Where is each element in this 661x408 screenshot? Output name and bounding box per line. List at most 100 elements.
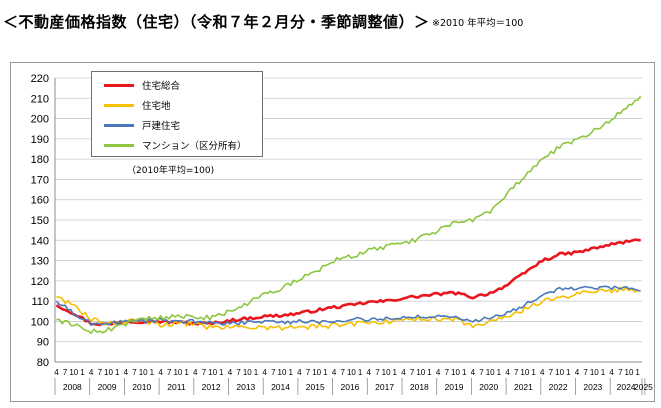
year-label-2016: 2016 <box>340 382 359 392</box>
x-month-tick-label: 4 <box>89 368 94 377</box>
x-month-tick-label: 1 <box>462 368 467 377</box>
x-month-tick-label: 1 <box>150 368 155 377</box>
y-tick-label-120: 120 <box>31 276 49 288</box>
x-month-tick-label: 10 <box>243 368 252 377</box>
x-month-tick-label: 4 <box>297 368 302 377</box>
x-month-tick-label: 10 <box>139 368 148 377</box>
x-month-tick-label: 4 <box>228 368 233 377</box>
y-tick-label-110: 110 <box>31 296 49 308</box>
x-month-tick-label: 4 <box>367 368 372 377</box>
x-month-tick-label: 4 <box>401 368 406 377</box>
x-month-tick-label: 4 <box>540 368 545 377</box>
y-tick-label-100: 100 <box>31 316 49 328</box>
x-month-tick-label: 7 <box>132 368 137 377</box>
legend-swatch-house <box>104 123 134 127</box>
legend-swatch-total <box>104 83 134 87</box>
x-month-tick-label: 10 <box>590 368 599 377</box>
x-month-tick-label: 1 <box>219 368 224 377</box>
x-month-tick-label: 1 <box>427 368 432 377</box>
chart-base-note: （2010年平均=100) <box>127 166 215 176</box>
y-tick-label-190: 190 <box>31 134 49 146</box>
year-label-2015: 2015 <box>306 382 325 392</box>
x-month-tick-label: 7 <box>583 368 588 377</box>
legend-label-land: 住宅地 <box>142 101 171 112</box>
year-label-2013: 2013 <box>236 382 255 392</box>
y-tick-label-170: 170 <box>31 174 49 186</box>
x-month-tick-label: 1 <box>254 368 259 377</box>
legend-label-total: 住宅総合 <box>142 81 181 92</box>
year-label-2023: 2023 <box>583 382 602 392</box>
x-month-tick-label: 7 <box>202 368 207 377</box>
x-month-tick-label: 10 <box>382 368 391 377</box>
axes: 8090100110120130140150160170180190200210… <box>31 73 653 395</box>
x-month-tick-label: 1 <box>393 368 398 377</box>
legend-label-condo: マンション（区分所有） <box>142 141 247 152</box>
legend-label-house: 戸建住宅 <box>142 121 181 132</box>
y-tick-label-90: 90 <box>37 337 49 349</box>
y-tick-label-160: 160 <box>31 195 49 207</box>
x-month-tick-label: 7 <box>167 368 172 377</box>
x-month-tick-label: 10 <box>347 368 356 377</box>
year-label-2014: 2014 <box>271 382 290 392</box>
x-month-tick-label: 4 <box>609 368 614 377</box>
x-month-tick-label: 4 <box>505 368 510 377</box>
legend-item-house: 戸建住宅 <box>104 118 180 132</box>
x-month-tick-label: 4 <box>54 368 59 377</box>
x-month-tick-label: 4 <box>158 368 163 377</box>
year-label-2008: 2008 <box>63 382 82 392</box>
page-title: ＜不動産価格指数（住宅）（令和７年２月分・季節調整値）＞ <box>3 13 430 31</box>
x-month-tick-label: 4 <box>124 368 129 377</box>
legend: 住宅総合 住宅地 戸建住宅 マンション（区分所有） <box>91 71 263 157</box>
year-label-2024: 2024 <box>617 382 636 392</box>
x-month-tick-label: 10 <box>625 368 634 377</box>
legend-item-total: 住宅総合 <box>104 78 180 92</box>
year-label-2022: 2022 <box>549 382 568 392</box>
x-month-tick-label: 10 <box>555 368 564 377</box>
chart-frame <box>10 62 655 402</box>
y-tick-label-180: 180 <box>31 154 49 166</box>
x-month-tick-label: 4 <box>262 368 267 377</box>
x-month-tick-label: 7 <box>514 368 519 377</box>
x-month-tick-label: 7 <box>98 368 103 377</box>
x-month-tick-label: 10 <box>69 368 78 377</box>
x-month-tick-label: 1 <box>497 368 502 377</box>
x-month-tick-label: 10 <box>278 368 287 377</box>
y-tick-label-140: 140 <box>31 235 49 247</box>
year-label-2017: 2017 <box>375 382 394 392</box>
x-month-tick-label: 7 <box>410 368 415 377</box>
y-tick-label-150: 150 <box>31 215 49 227</box>
x-month-tick-label: 1 <box>115 368 120 377</box>
x-month-tick-label: 4 <box>332 368 337 377</box>
x-month-tick-label: 1 <box>288 368 293 377</box>
x-month-tick-label: 4 <box>436 368 441 377</box>
y-tick-label-220: 220 <box>31 73 49 85</box>
x-month-tick-label: 1 <box>635 368 640 377</box>
year-label-2011: 2011 <box>167 382 186 392</box>
x-month-tick-label: 10 <box>451 368 460 377</box>
x-month-tick-label: 7 <box>445 368 450 377</box>
series-line-2 <box>55 285 641 326</box>
x-month-tick-label: 1 <box>80 368 85 377</box>
x-month-tick-label: 4 <box>193 368 198 377</box>
legend-item-land: 住宅地 <box>104 98 171 112</box>
index-base-note: ※2010 年平均＝100 <box>432 18 524 29</box>
x-month-tick-label: 1 <box>531 368 536 377</box>
legend-item-condo: マンション（区分所有） <box>104 138 247 152</box>
year-label-2020: 2020 <box>479 382 498 392</box>
x-month-tick-label: 10 <box>104 368 113 377</box>
legend-swatch-condo <box>104 143 134 147</box>
x-month-tick-label: 7 <box>236 368 241 377</box>
x-month-tick-label: 1 <box>601 368 606 377</box>
x-month-tick-label: 7 <box>306 368 311 377</box>
year-label-2009: 2009 <box>98 382 117 392</box>
y-tick-label-210: 210 <box>31 93 49 105</box>
x-month-tick-label: 7 <box>271 368 276 377</box>
year-label-2019: 2019 <box>445 382 464 392</box>
x-month-tick-label: 10 <box>173 368 182 377</box>
series-lines <box>55 95 642 334</box>
x-month-tick-label: 7 <box>618 368 623 377</box>
x-month-tick-label: 1 <box>184 368 189 377</box>
y-tick-label-200: 200 <box>31 114 49 126</box>
year-label-2021: 2021 <box>514 382 533 392</box>
x-month-tick-label: 7 <box>549 368 554 377</box>
